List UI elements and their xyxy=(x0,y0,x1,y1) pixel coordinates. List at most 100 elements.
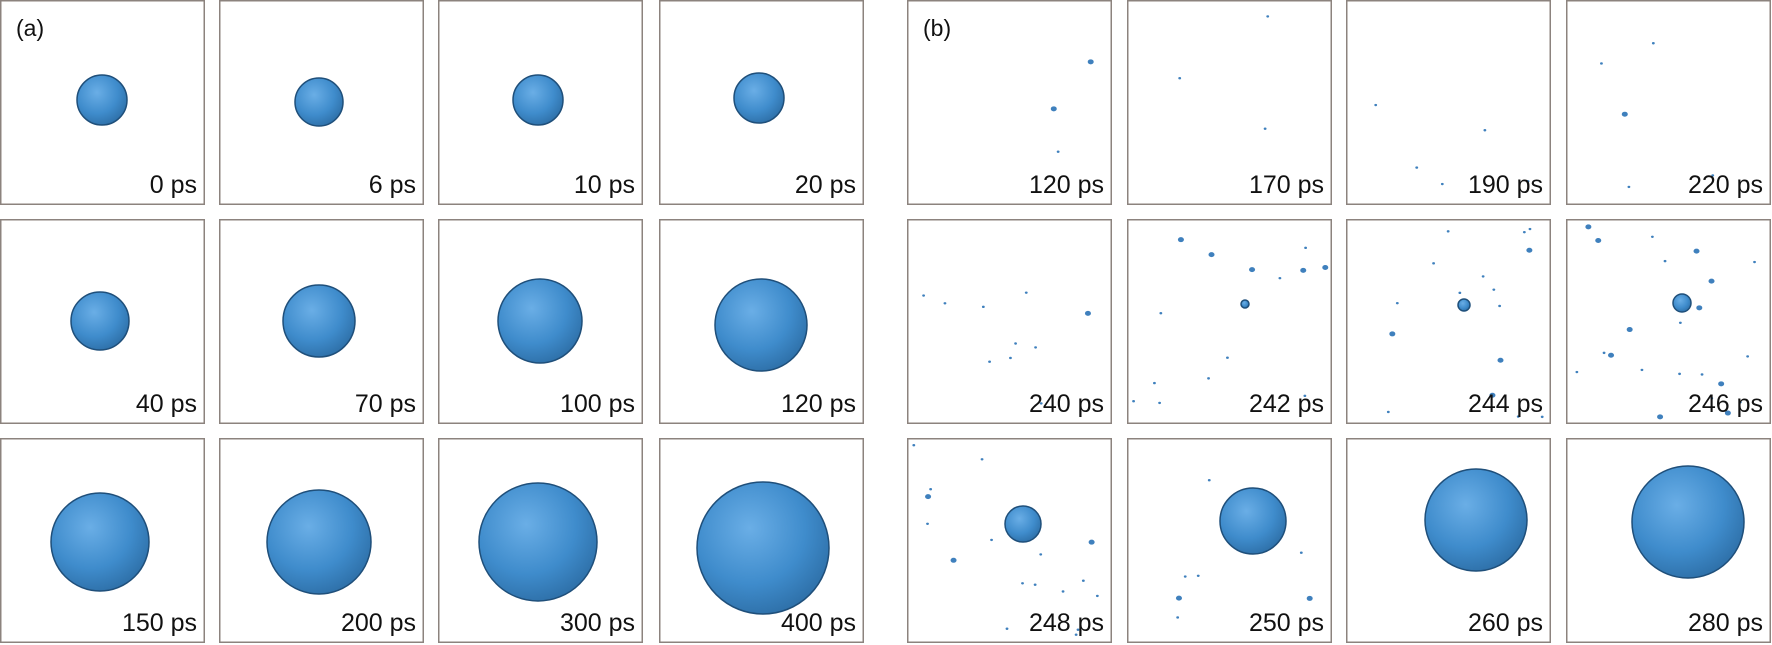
cluster xyxy=(1526,247,1533,253)
cluster xyxy=(1095,594,1099,598)
cluster xyxy=(1039,402,1043,405)
frame: 250 ps xyxy=(1127,438,1332,643)
time-label: 70 ps xyxy=(355,390,416,418)
cluster xyxy=(922,294,925,297)
time-label: 248 ps xyxy=(1029,609,1104,637)
cluster xyxy=(1196,574,1200,577)
cluster xyxy=(1084,310,1091,316)
cluster xyxy=(1627,185,1631,189)
cluster xyxy=(1132,400,1135,403)
time-label: 170 ps xyxy=(1249,171,1324,199)
cluster xyxy=(1056,150,1060,153)
time-label: 240 ps xyxy=(1029,390,1104,418)
cluster xyxy=(1300,267,1307,273)
cluster xyxy=(1696,305,1703,311)
time-label: 40 ps xyxy=(136,390,197,418)
cluster xyxy=(1386,410,1390,414)
time-label: 10 ps xyxy=(574,171,635,199)
cluster xyxy=(1516,415,1520,418)
time-label: 300 ps xyxy=(560,609,635,637)
cluster xyxy=(1177,237,1184,243)
cluster xyxy=(1159,312,1163,315)
time-label: 250 ps xyxy=(1249,609,1324,637)
bubble xyxy=(282,284,356,358)
cluster xyxy=(1249,267,1256,273)
frame: 6 ps xyxy=(219,0,424,205)
cluster xyxy=(1207,478,1211,482)
bubble xyxy=(733,72,785,124)
cluster xyxy=(1497,357,1504,363)
cluster xyxy=(1663,259,1667,263)
cluster xyxy=(1374,103,1378,107)
cluster xyxy=(1489,392,1496,398)
frame-border xyxy=(1127,0,1332,205)
frame: 400 ps xyxy=(659,438,864,643)
frame: 100 ps xyxy=(438,219,643,424)
cluster xyxy=(1081,579,1085,582)
cluster xyxy=(1074,633,1078,636)
cluster xyxy=(1005,627,1009,630)
frame: 120 ps xyxy=(907,0,1112,205)
frame: 170 ps xyxy=(1127,0,1332,205)
cluster xyxy=(1526,180,1530,183)
bubble xyxy=(1240,299,1250,309)
frame: 280 ps xyxy=(1566,438,1771,643)
cluster xyxy=(1034,346,1037,349)
cluster xyxy=(1481,275,1485,278)
cluster xyxy=(1178,77,1182,80)
time-label: 120 ps xyxy=(781,390,856,418)
frame-border xyxy=(907,438,1112,643)
frame: 70 ps xyxy=(219,219,424,424)
cluster xyxy=(943,302,947,305)
cluster xyxy=(1389,331,1396,337)
frame: 20 ps xyxy=(659,0,864,205)
cluster xyxy=(1076,628,1080,631)
cluster xyxy=(1306,595,1313,601)
cluster xyxy=(1678,372,1681,376)
panel-label: (b) xyxy=(923,15,951,41)
cluster xyxy=(1718,381,1725,387)
cluster xyxy=(1626,327,1633,333)
frame: 200 ps xyxy=(219,438,424,643)
cluster xyxy=(1322,264,1329,270)
cluster xyxy=(1304,246,1307,250)
cluster xyxy=(1651,42,1655,45)
cluster xyxy=(1602,351,1606,355)
cluster xyxy=(1608,352,1615,358)
frame: 220 ps xyxy=(1566,0,1771,205)
cluster xyxy=(1175,595,1182,601)
cluster xyxy=(1061,590,1065,593)
cluster xyxy=(1088,539,1095,545)
cluster xyxy=(980,458,984,461)
cluster xyxy=(1746,355,1750,358)
cluster xyxy=(1724,410,1731,416)
frame-border xyxy=(1346,219,1551,424)
cluster xyxy=(1693,248,1700,254)
frame-border xyxy=(907,219,1112,424)
cluster xyxy=(1621,111,1628,117)
time-label: 20 ps xyxy=(795,171,856,199)
bubble xyxy=(70,291,130,351)
bubble xyxy=(1004,505,1042,543)
time-label: 150 ps xyxy=(122,609,197,637)
cluster xyxy=(912,443,916,447)
cluster xyxy=(1263,127,1267,130)
time-label: 190 ps xyxy=(1468,171,1543,199)
frame: 150 ps xyxy=(0,438,205,643)
cluster xyxy=(926,522,929,525)
cluster xyxy=(1595,237,1602,243)
bubble xyxy=(1219,487,1287,555)
frame: 10 ps xyxy=(438,0,643,205)
cluster xyxy=(1087,59,1094,65)
bubble xyxy=(478,482,598,602)
cluster xyxy=(1050,106,1057,112)
time-label: 0 ps xyxy=(150,171,197,199)
cluster xyxy=(988,360,991,363)
cluster xyxy=(1153,381,1156,385)
frame: 248 ps xyxy=(907,438,1112,643)
time-label: 260 ps xyxy=(1468,609,1543,637)
time-label: 200 ps xyxy=(341,609,416,637)
cluster xyxy=(1600,62,1603,65)
cluster xyxy=(1278,276,1282,280)
